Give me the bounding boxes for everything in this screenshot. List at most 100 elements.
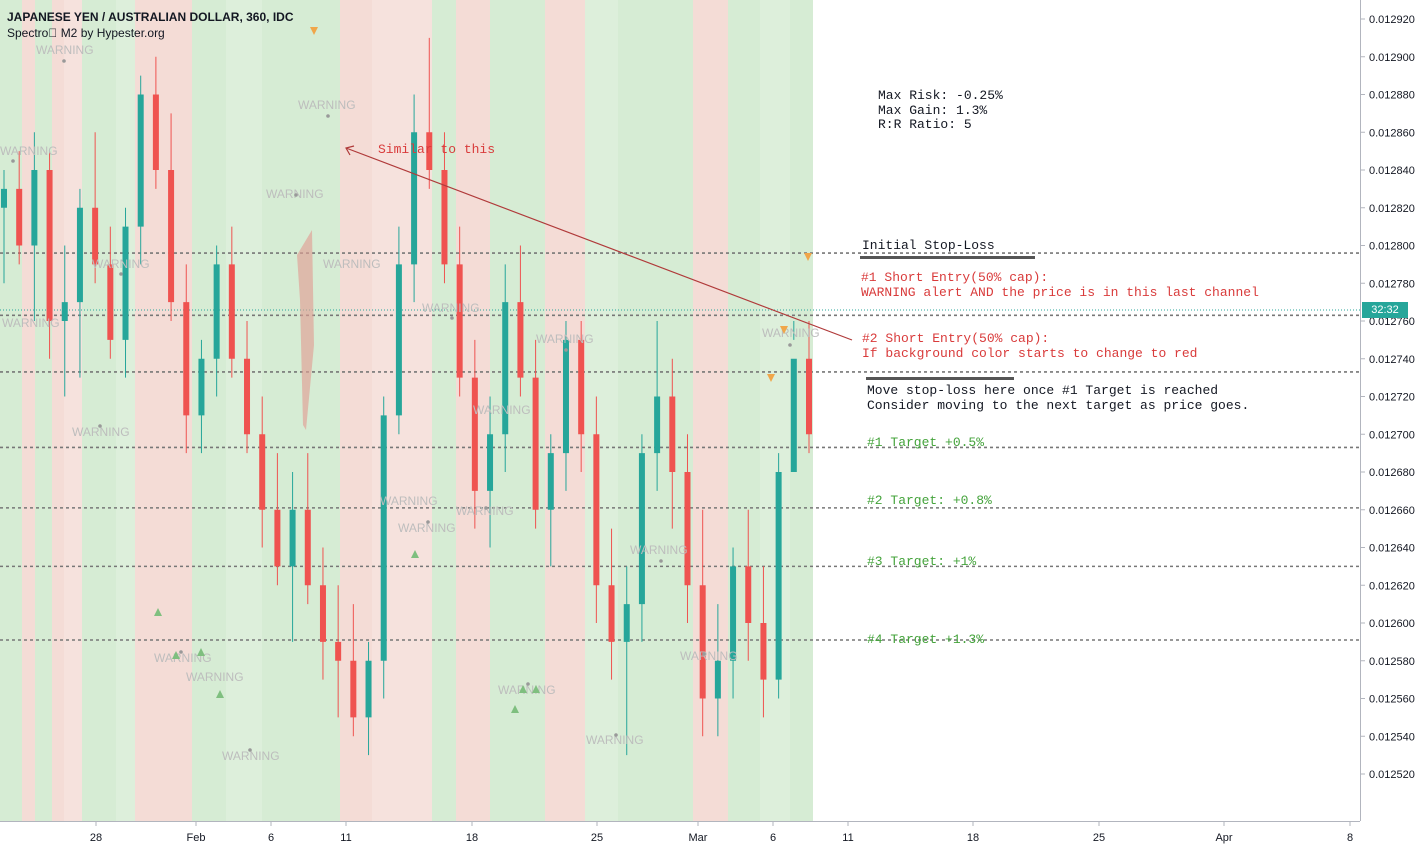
candle-body [259,434,266,510]
signal-dot [484,506,488,510]
warning-label: WARNING [422,301,480,315]
regime-band [585,0,646,821]
target3-label: #3 Target: +1% [867,554,977,569]
y-tick-label: 0.012620 [1369,580,1415,592]
warning-label: WARNING [2,316,60,330]
warning-label: WARNING [456,504,514,518]
regime-band [52,0,82,821]
candle-body [1,188,7,208]
warning-label: WARNING [323,257,381,271]
warning-label: WARNING [536,332,594,346]
warning-label: WARNING [0,144,58,158]
x-tick-label: 25 [591,832,603,844]
y-tick-label: 0.012640 [1369,543,1415,555]
y-tick-label: 0.012780 [1369,278,1415,290]
warning-label: WARNING [36,43,94,57]
regime-subband [226,0,262,821]
candle-body [532,377,539,510]
candle-body [684,472,691,586]
candle-body [487,434,494,491]
target4-label: #4 Target +1.3% [867,632,985,647]
candle-body [395,264,402,416]
initial-stop-label: Initial Stop-Loss [862,238,995,253]
y-tick-label: 0.012840 [1369,165,1415,177]
candle-body [669,396,676,472]
y-tick-label: 0.012820 [1369,203,1415,215]
buy-marker [519,685,527,693]
x-axis-panel [0,821,1423,849]
initial-stop-underline [860,256,1035,259]
warning-label: WARNING [298,98,356,112]
candle-body [714,660,721,699]
signal-dot [426,520,430,524]
candle-body [441,170,448,265]
regime-band [22,0,35,821]
x-tick-label: 8 [1347,832,1353,844]
regime-band [82,0,135,821]
regime-band [728,0,813,821]
candle-body [806,358,812,435]
candle-body [46,170,53,321]
background-bands [0,0,813,821]
risk-summary: Max Risk: -0.25% Max Gain: 1.3% R:R Rati… [878,88,1003,132]
x-tick-label: 11 [842,832,853,844]
regime-band [135,0,192,821]
candle-body [730,566,737,661]
y-tick-label: 0.012660 [1369,505,1415,517]
regime-band [262,0,340,821]
warning-label: WARNING [473,403,531,417]
candle-body [745,566,752,623]
candle-body [107,264,114,340]
similar-label: Similar to this [378,142,496,157]
candle-body [380,415,387,661]
y-tick-label: 0.012900 [1369,52,1415,64]
warning-label: WARNING [154,651,212,665]
candle-body [790,358,797,472]
candle-body [228,264,235,359]
buy-marker [532,685,540,693]
target2-label: #2 Target: +0.8% [867,493,992,508]
signal-dot [702,652,706,656]
signal-dot [614,733,618,737]
x-tick-label: 18 [967,832,979,844]
candle-body [137,94,144,227]
candle-body [426,132,433,170]
y-tick-label: 0.012580 [1369,656,1415,668]
candle-body [593,434,600,586]
x-tick-label: Apr [1215,832,1232,844]
buy-marker [154,608,162,616]
x-tick-label: 11 [340,832,351,844]
candle-body [547,453,554,510]
x-tick-label: 6 [268,832,274,844]
sell-marker [804,253,812,261]
buy-marker [197,648,205,656]
y-tick-label: 0.012860 [1369,127,1415,139]
comparison-arrow [345,147,853,341]
signal-dot [564,348,568,352]
x-tick-label: 6 [770,832,776,844]
warning-label: WARNING [762,326,820,340]
sell-marker [767,374,775,382]
candle-body [16,188,23,246]
candle-body [456,264,463,378]
warning-label: WARNING [498,683,556,697]
regime-subband [760,0,790,821]
regime-subband [585,0,618,821]
y-tick-label: 0.012800 [1369,241,1415,253]
buy-marker [411,550,419,558]
x-tick-label: Mar [689,832,708,844]
shaded-wedge [297,230,314,430]
candle-body [183,302,190,416]
candle-body [623,604,630,642]
y-tick-label: 0.012520 [1369,769,1415,781]
warning-label: WARNING [398,521,456,535]
candle-body [289,509,296,567]
candle-body [517,302,524,378]
y-axis-panel [1360,0,1423,849]
buy-marker [172,651,180,659]
entry1-label: #1 Short Entry(50% cap): WARNING alert A… [861,270,1259,300]
y-tick-label: 0.012720 [1369,392,1415,404]
x-tick-label: 18 [466,832,478,844]
